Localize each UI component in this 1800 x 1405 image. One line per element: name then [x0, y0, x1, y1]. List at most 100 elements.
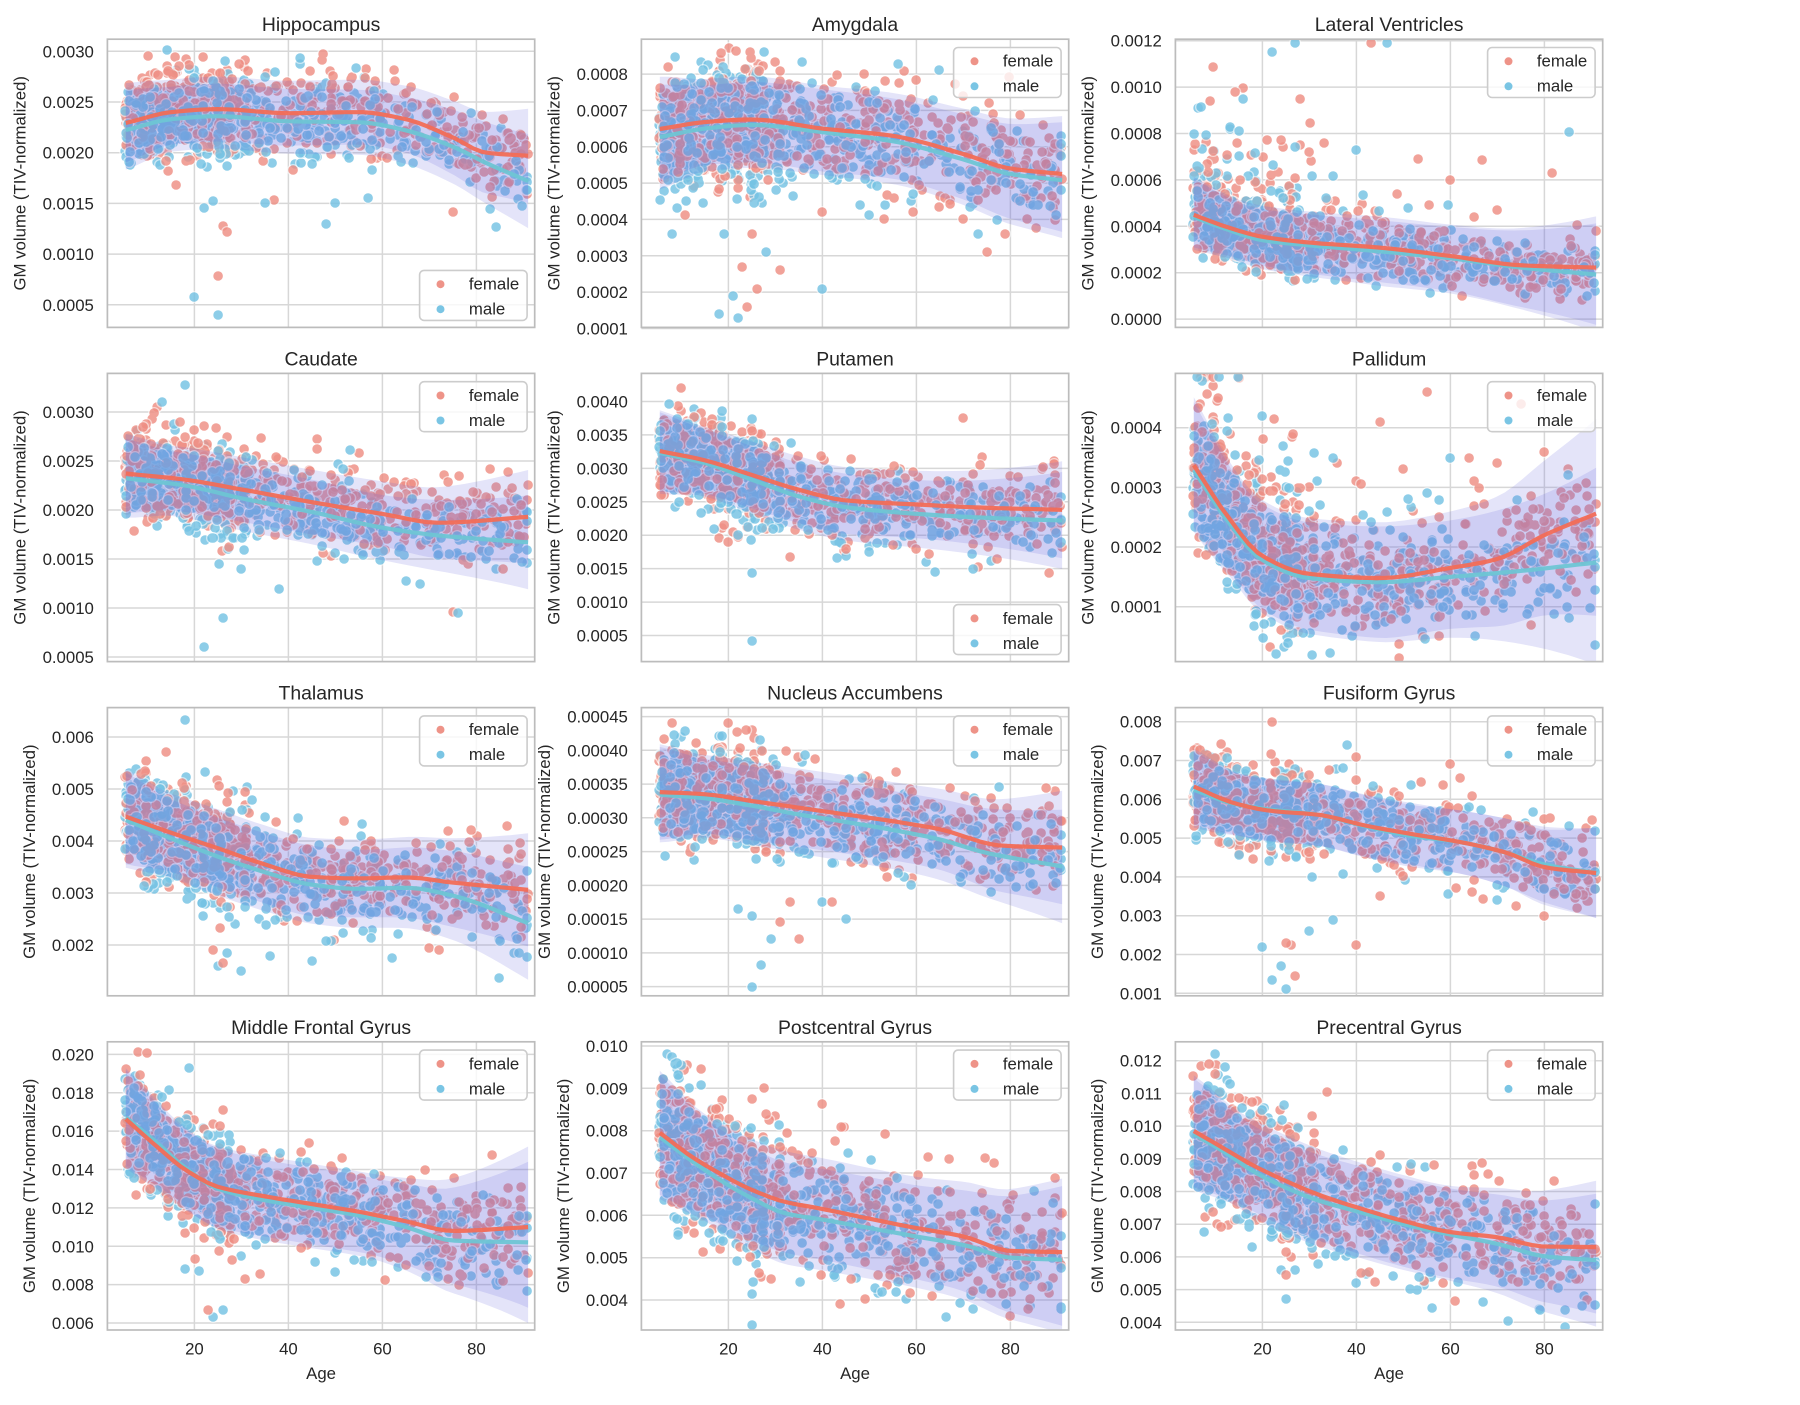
svg-text:0.005: 0.005: [586, 1249, 628, 1268]
svg-text:male: male: [1537, 411, 1573, 430]
svg-text:0.0015: 0.0015: [43, 194, 94, 213]
svg-text:0.004: 0.004: [586, 1291, 628, 1310]
svg-text:male: male: [1537, 1079, 1573, 1098]
svg-text:0.0025: 0.0025: [577, 493, 628, 512]
svg-text:GM volume (TIV-normalized): GM volume (TIV-normalized): [1079, 76, 1098, 290]
svg-text:0.0040: 0.0040: [577, 393, 628, 412]
svg-text:0.0000: 0.0000: [1111, 310, 1162, 329]
svg-text:0.008: 0.008: [1120, 1183, 1162, 1202]
svg-text:20: 20: [719, 1340, 738, 1359]
svg-text:0.0010: 0.0010: [577, 593, 628, 612]
svg-text:0.0008: 0.0008: [1111, 125, 1162, 144]
svg-text:0.00030: 0.00030: [567, 809, 628, 828]
svg-text:Fusiform Gyrus: Fusiform Gyrus: [1323, 683, 1456, 705]
svg-text:Nucleus Accumbens: Nucleus Accumbens: [767, 683, 943, 705]
svg-text:0.0007: 0.0007: [577, 101, 628, 120]
svg-text:0.00005: 0.00005: [567, 978, 628, 997]
svg-text:60: 60: [907, 1340, 926, 1359]
svg-text:0.006: 0.006: [52, 728, 94, 747]
svg-text:GM volume (TIV-normalized): GM volume (TIV-normalized): [11, 410, 30, 624]
svg-text:0.0005: 0.0005: [577, 627, 628, 646]
svg-text:0.0005: 0.0005: [577, 174, 628, 193]
svg-text:0.0030: 0.0030: [43, 403, 94, 422]
svg-text:male: male: [1003, 1079, 1039, 1098]
svg-text:Amygdala: Amygdala: [812, 14, 898, 36]
svg-text:0.00015: 0.00015: [567, 910, 628, 929]
svg-text:0.007: 0.007: [1120, 1215, 1162, 1234]
svg-text:40: 40: [279, 1340, 298, 1359]
svg-text:GM volume (TIV-normalized): GM volume (TIV-normalized): [20, 1079, 39, 1293]
svg-text:0.020: 0.020: [52, 1045, 94, 1064]
svg-text:0.003: 0.003: [1120, 907, 1162, 926]
svg-text:0.0006: 0.0006: [577, 138, 628, 157]
svg-text:female: female: [1003, 52, 1053, 71]
svg-text:Thalamus: Thalamus: [279, 683, 364, 705]
svg-text:0.006: 0.006: [586, 1206, 628, 1225]
svg-text:0.004: 0.004: [1120, 868, 1162, 887]
svg-text:80: 80: [467, 1340, 486, 1359]
svg-text:GM volume (TIV-normalized): GM volume (TIV-normalized): [545, 410, 564, 624]
svg-text:Pallidum: Pallidum: [1352, 348, 1426, 370]
svg-text:0.010: 0.010: [586, 1037, 628, 1056]
svg-text:0.0008: 0.0008: [577, 65, 628, 84]
svg-text:0.0006: 0.0006: [1111, 171, 1162, 190]
svg-text:0.007: 0.007: [586, 1164, 628, 1183]
svg-text:20: 20: [185, 1340, 204, 1359]
svg-text:GM volume (TIV-normalized): GM volume (TIV-normalized): [545, 76, 564, 290]
svg-text:0.0012: 0.0012: [1111, 32, 1162, 51]
svg-text:0.008: 0.008: [1120, 713, 1162, 732]
svg-text:GM volume (TIV-normalized): GM volume (TIV-normalized): [11, 76, 30, 290]
svg-text:0.001: 0.001: [1120, 984, 1162, 1003]
svg-text:male: male: [1537, 745, 1573, 764]
svg-text:Lateral Ventricles: Lateral Ventricles: [1315, 14, 1464, 36]
svg-text:0.012: 0.012: [1120, 1052, 1162, 1071]
svg-text:0.009: 0.009: [586, 1079, 628, 1098]
svg-text:0.0030: 0.0030: [577, 459, 628, 478]
svg-text:0.005: 0.005: [1120, 1281, 1162, 1300]
svg-text:0.0004: 0.0004: [1111, 217, 1162, 236]
svg-text:GM volume (TIV-normalized): GM volume (TIV-normalized): [1079, 410, 1098, 624]
svg-text:Age: Age: [1374, 1364, 1404, 1383]
svg-text:0.00040: 0.00040: [567, 741, 628, 760]
svg-text:0.002: 0.002: [1120, 946, 1162, 965]
svg-text:40: 40: [1347, 1340, 1366, 1359]
svg-text:female: female: [1537, 1054, 1587, 1073]
svg-text:male: male: [1003, 77, 1039, 96]
svg-text:male: male: [1003, 745, 1039, 764]
svg-text:0.0015: 0.0015: [577, 560, 628, 579]
svg-text:Middle Frontal Gyrus: Middle Frontal Gyrus: [231, 1017, 411, 1039]
svg-text:female: female: [469, 275, 519, 294]
svg-text:Age: Age: [840, 1364, 870, 1383]
svg-text:40: 40: [813, 1340, 832, 1359]
svg-text:0.0004: 0.0004: [577, 210, 628, 229]
svg-text:0.0005: 0.0005: [43, 648, 94, 667]
svg-text:0.010: 0.010: [1120, 1117, 1162, 1136]
svg-text:female: female: [1003, 1054, 1053, 1073]
svg-text:female: female: [1003, 609, 1053, 628]
svg-text:0.018: 0.018: [52, 1084, 94, 1103]
svg-text:80: 80: [1001, 1340, 1020, 1359]
svg-text:0.0002: 0.0002: [1111, 538, 1162, 557]
svg-text:female: female: [469, 1054, 519, 1073]
svg-text:0.005: 0.005: [1120, 829, 1162, 848]
svg-text:0.0020: 0.0020: [43, 144, 94, 163]
svg-text:0.0010: 0.0010: [43, 599, 94, 618]
svg-text:0.0004: 0.0004: [1111, 419, 1162, 438]
svg-text:0.0030: 0.0030: [43, 42, 94, 61]
svg-text:0.004: 0.004: [1120, 1313, 1162, 1332]
svg-text:0.007: 0.007: [1120, 752, 1162, 771]
svg-text:0.002: 0.002: [52, 936, 94, 955]
svg-text:Putamen: Putamen: [816, 348, 894, 370]
svg-text:GM volume (TIV-normalized): GM volume (TIV-normalized): [1088, 744, 1107, 958]
svg-text:0.006: 0.006: [52, 1314, 94, 1333]
svg-text:0.0001: 0.0001: [577, 320, 628, 339]
svg-text:Precentral Gyrus: Precentral Gyrus: [1316, 1017, 1461, 1039]
svg-text:male: male: [469, 1079, 505, 1098]
svg-text:0.0002: 0.0002: [1111, 264, 1162, 283]
svg-text:Caudate: Caudate: [284, 348, 357, 370]
svg-text:0.003: 0.003: [52, 884, 94, 903]
svg-text:0.00035: 0.00035: [567, 775, 628, 794]
svg-text:20: 20: [1253, 1340, 1272, 1359]
svg-text:0.0025: 0.0025: [43, 93, 94, 112]
svg-text:0.00025: 0.00025: [567, 843, 628, 862]
